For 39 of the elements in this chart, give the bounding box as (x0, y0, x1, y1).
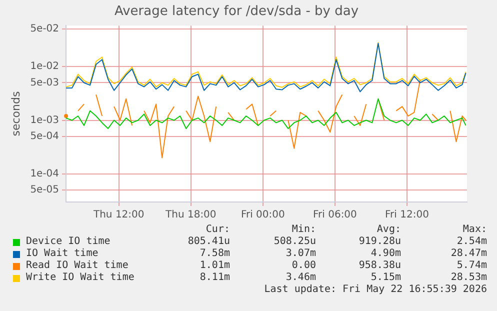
text: 508.25u (274, 236, 316, 247)
chart-title: Average latency for /dev/sda - by day (114, 4, 359, 20)
y-tick-label: 5e-03 (30, 77, 60, 88)
legend-label: Write IO Wait time (26, 272, 134, 283)
text: 3.07m (286, 248, 316, 259)
y-axis-title: seconds (9, 91, 22, 136)
y-tick-label: 1e-04 (30, 168, 60, 180)
text: Max: (462, 224, 487, 235)
text: 2.54m (456, 236, 487, 247)
legend-label: IO Wait time (26, 248, 98, 259)
text: 7.58m (198, 248, 230, 259)
y-tick-label: 5e-02 (30, 24, 60, 35)
x-tick-label: Fri 12:00 (385, 210, 429, 221)
text: 958.38u (358, 260, 401, 271)
text: 805.41u (186, 236, 230, 247)
text: 0.00 (292, 260, 316, 271)
y-tick-label: 1e-03 (30, 114, 60, 126)
x-tick-label: Thu 12:00 (92, 210, 144, 221)
text: 919.28u (358, 236, 401, 247)
x-tick-label: Thu 18:00 (164, 210, 216, 221)
text: 28.47m (450, 248, 487, 259)
text: 8.11m (198, 272, 230, 283)
text: 5.74m (456, 260, 487, 271)
x-tick-label: Fri 00:00 (240, 210, 285, 221)
text: Min: (292, 224, 316, 235)
text: 5.15m (370, 272, 401, 283)
y-tick-label: 5e-05 (30, 184, 60, 196)
text: 3.46m (286, 272, 316, 283)
text: 28.53m (450, 272, 487, 283)
legend-label: Read IO Wait time (26, 260, 128, 271)
x-tick-label: Fri 06:00 (312, 210, 357, 221)
text: Cur: (204, 224, 230, 235)
text: 1.01m (198, 260, 230, 271)
text: Last update: Fri May 22 16:55:39 2026 (264, 284, 487, 295)
legend-label: Device IO time (26, 236, 110, 247)
y-tick-label: 5e-04 (30, 131, 60, 142)
y-tick-label: 1e-02 (30, 61, 60, 72)
text: 4.90m (370, 248, 401, 259)
text: Avg: (376, 224, 401, 235)
